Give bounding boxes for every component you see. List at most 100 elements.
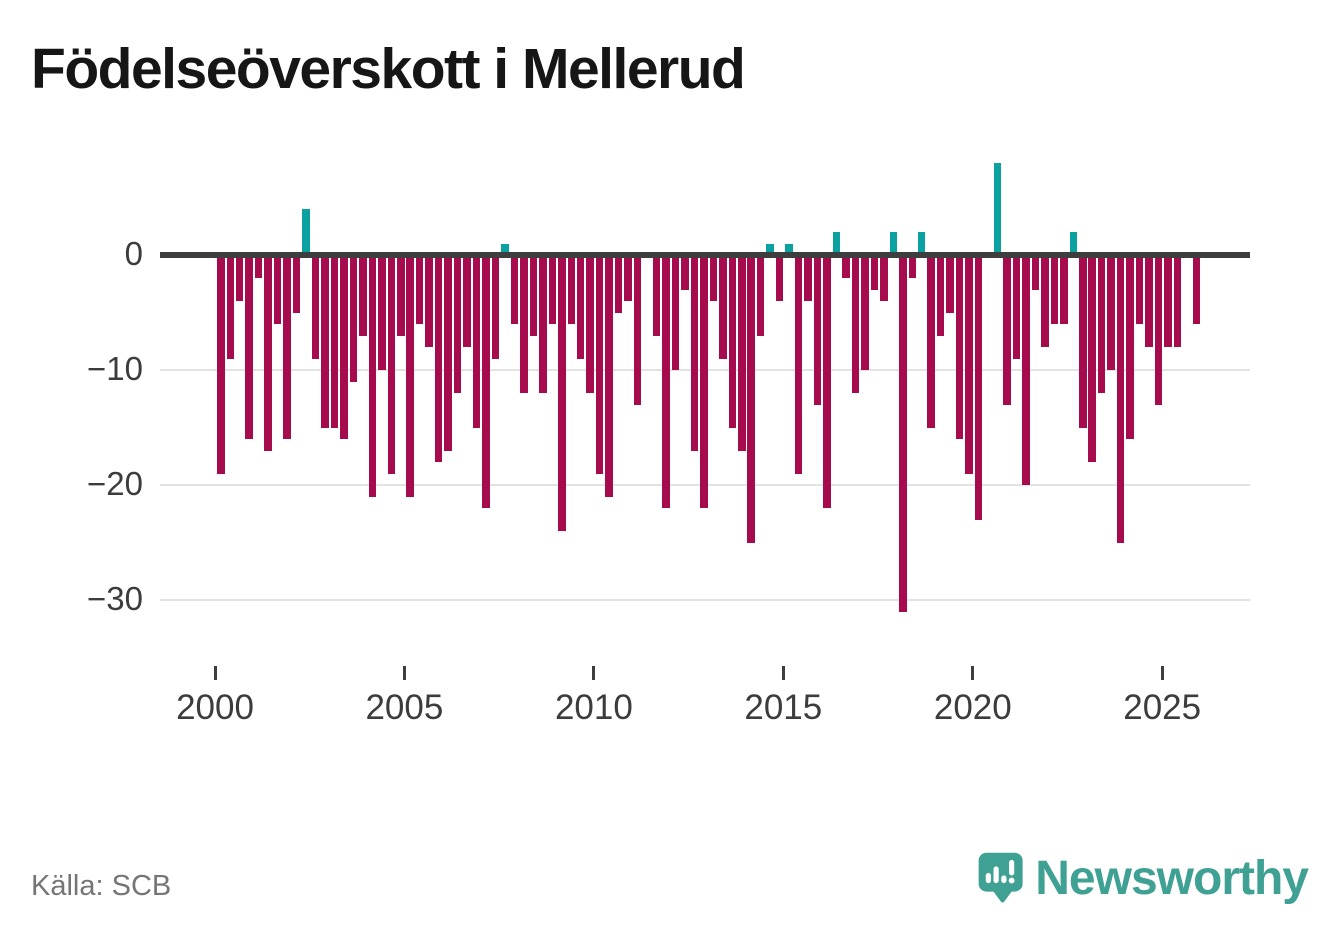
bar-2010Q2 [605, 255, 613, 497]
bar-2007Q4 [510, 255, 519, 324]
bar-2011Q1 [633, 255, 642, 405]
bar-2017Q2 [870, 255, 879, 290]
bar-2022Q3 [1069, 232, 1078, 255]
bar-2014Q1 [747, 255, 755, 543]
bar-2014Q4 [775, 255, 784, 301]
bar-2000Q4 [245, 255, 253, 439]
bar-2019Q3 [955, 255, 964, 439]
bar-2002Q3 [311, 255, 320, 359]
bar-2023Q1 [1088, 255, 1096, 462]
bar-2002Q4 [321, 255, 329, 428]
bar-2005Q3 [425, 255, 433, 347]
bar-2022Q2 [1060, 255, 1068, 324]
bar-2000Q3 [235, 255, 244, 301]
bar-2018Q2 [908, 255, 917, 278]
bar-2001Q1 [254, 255, 263, 278]
x-tick [971, 666, 975, 680]
bar-2002Q2 [302, 209, 310, 255]
bar-2001Q4 [283, 255, 291, 439]
x-tick-label: 2000 [176, 688, 254, 727]
bar-2008Q3 [539, 255, 547, 393]
bar-2016Q1 [823, 255, 831, 508]
bar-2004Q4 [397, 255, 405, 336]
bar-2004Q1 [368, 255, 377, 497]
bar-2010Q4 [624, 255, 632, 301]
bar-2025Q2 [1173, 255, 1182, 347]
bar-2003Q1 [330, 255, 339, 428]
bar-2005Q2 [415, 255, 424, 324]
bar-2006Q1 [444, 255, 452, 451]
bar-2002Q1 [292, 255, 301, 313]
bar-2024Q3 [1145, 255, 1153, 347]
bar-2012Q3 [690, 255, 699, 451]
bar-2007Q1 [482, 255, 490, 508]
x-tick-label: 2005 [365, 688, 444, 727]
bar-2006Q4 [472, 255, 481, 428]
bar-2003Q3 [349, 255, 358, 382]
bar-2016Q2 [832, 232, 841, 255]
bar-2024Q2 [1135, 255, 1144, 324]
bar-2023Q3 [1107, 255, 1115, 370]
bar-2005Q4 [434, 255, 443, 462]
bar-2005Q1 [406, 255, 414, 497]
y-tick-label: −30 [87, 580, 143, 617]
bar-2022Q4 [1079, 255, 1087, 428]
bar-2019Q4 [965, 255, 973, 474]
bar-2000Q1 [217, 255, 225, 474]
bar-2009Q4 [586, 255, 594, 393]
bar-2001Q3 [273, 255, 282, 324]
bar-2014Q2 [756, 255, 765, 336]
bar-2012Q4 [700, 255, 708, 508]
bar-2016Q4 [851, 255, 860, 393]
bar-2006Q2 [453, 255, 462, 393]
bar-2016Q3 [842, 255, 850, 278]
y-tick-label: 0 [124, 235, 143, 272]
bar-2000Q2 [226, 255, 235, 359]
bar-2010Q3 [614, 255, 623, 313]
chart-title: Födelseöverskott i Mellerud [31, 37, 746, 101]
x-tick [213, 666, 217, 680]
bar-2006Q3 [463, 255, 471, 347]
bar-2013Q3 [728, 255, 737, 428]
bar-2022Q1 [1050, 255, 1059, 324]
bar-2021Q4 [1041, 255, 1049, 347]
bar-2020Q1 [974, 255, 983, 520]
bar-2021Q1 [1012, 255, 1021, 359]
bar-2018Q4 [927, 255, 935, 428]
bar-2019Q1 [936, 255, 945, 336]
bar-2023Q4 [1116, 255, 1125, 543]
bar-2021Q2 [1022, 255, 1030, 485]
x-tick-label: 2025 [1123, 688, 1202, 727]
bar-2017Q1 [861, 255, 869, 370]
bar-2004Q2 [378, 255, 386, 370]
bar-2007Q2 [491, 255, 500, 359]
bar-2010Q1 [595, 255, 604, 474]
bar-2001Q2 [264, 255, 272, 451]
y-tick-label: −10 [87, 350, 143, 387]
bar-2015Q2 [794, 255, 803, 474]
bar-2018Q1 [899, 255, 907, 612]
bar-2008Q2 [529, 255, 538, 336]
bar-2011Q4 [662, 255, 670, 508]
bar-2020Q3 [993, 163, 1002, 255]
bar-2019Q2 [946, 255, 954, 313]
bar-2013Q1 [709, 255, 718, 301]
bar-2008Q1 [520, 255, 528, 393]
bar-2009Q3 [576, 255, 585, 359]
bar-2020Q4 [1003, 255, 1011, 405]
bar-2015Q3 [804, 255, 812, 301]
bar-2008Q4 [548, 255, 557, 324]
bar-2011Q3 [652, 255, 661, 336]
x-tick [1160, 666, 1164, 680]
x-tick [402, 666, 406, 680]
bar-2024Q1 [1126, 255, 1134, 439]
bar-2013Q4 [738, 255, 746, 451]
bar-2003Q4 [359, 255, 367, 336]
bar-2025Q4 [1192, 255, 1201, 324]
bar-2015Q4 [813, 255, 822, 405]
x-tick [592, 666, 596, 680]
bar-2007Q3 [501, 243, 509, 255]
newsworthy-logo: Newsworthy [978, 838, 1309, 918]
